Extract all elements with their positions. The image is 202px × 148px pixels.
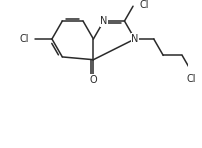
Text: Cl: Cl xyxy=(19,34,28,44)
Text: N: N xyxy=(100,16,107,26)
Text: Cl: Cl xyxy=(185,74,195,84)
Text: Cl: Cl xyxy=(139,0,148,10)
Text: O: O xyxy=(89,75,97,85)
Text: N: N xyxy=(130,34,138,44)
